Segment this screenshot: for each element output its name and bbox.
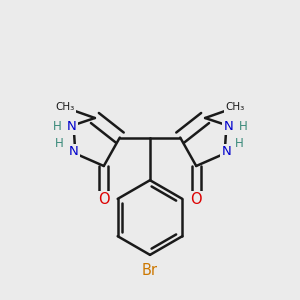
Text: N: N xyxy=(67,120,77,134)
Text: N: N xyxy=(223,120,233,134)
Text: N: N xyxy=(222,145,231,158)
Text: H: H xyxy=(235,137,244,150)
Text: CH₃: CH₃ xyxy=(226,102,245,112)
Text: CH₃: CH₃ xyxy=(0,299,1,300)
Text: H: H xyxy=(55,137,64,150)
Text: CH₃: CH₃ xyxy=(55,102,74,112)
Text: H: H xyxy=(239,120,248,134)
Text: Br: Br xyxy=(142,263,158,278)
Text: H: H xyxy=(53,120,62,134)
Text: CH₃: CH₃ xyxy=(0,299,1,300)
Text: N: N xyxy=(69,145,78,158)
Text: O: O xyxy=(98,192,110,207)
Text: O: O xyxy=(190,192,202,207)
